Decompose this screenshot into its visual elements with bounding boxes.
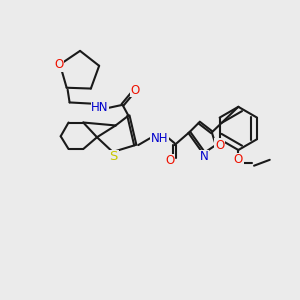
Text: O: O — [131, 84, 140, 97]
Text: O: O — [54, 58, 64, 71]
Text: N: N — [200, 150, 208, 164]
Text: HN: HN — [91, 101, 109, 114]
Text: NH: NH — [151, 132, 169, 145]
Text: O: O — [165, 154, 174, 167]
Text: O: O — [215, 139, 224, 152]
Text: O: O — [234, 153, 243, 166]
Text: S: S — [110, 150, 118, 164]
